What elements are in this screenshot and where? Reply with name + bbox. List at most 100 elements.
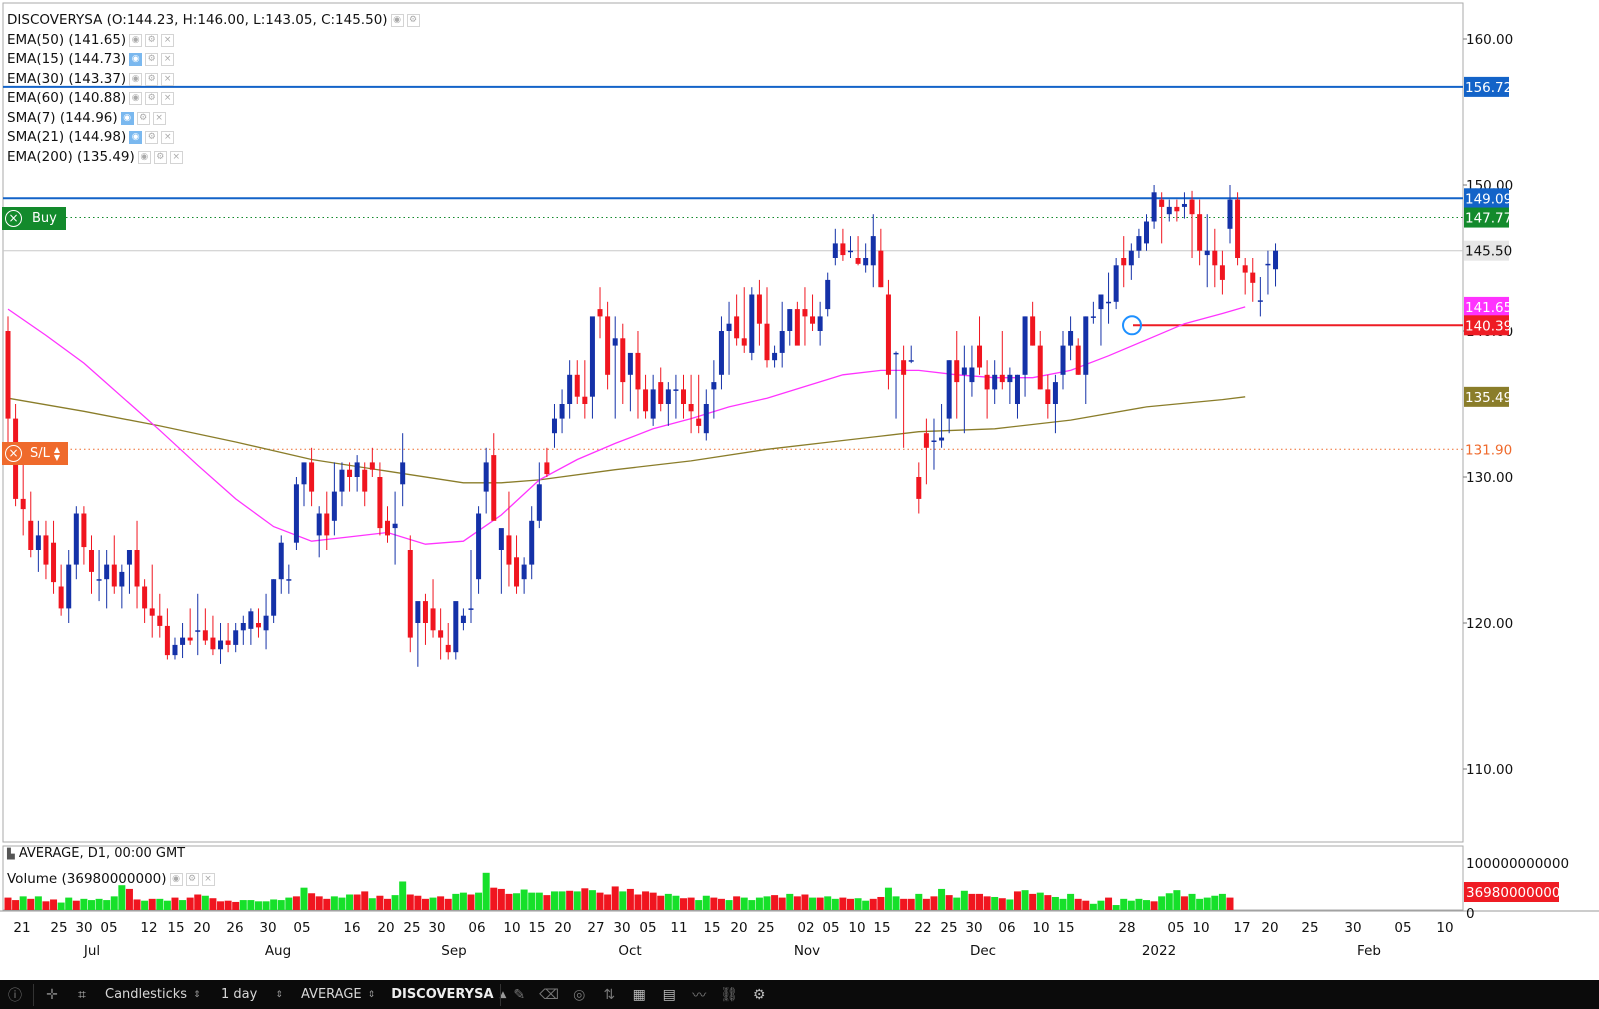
candle[interactable] [1212,250,1218,266]
candle[interactable] [1068,331,1074,346]
candle[interactable] [362,469,368,492]
candle[interactable] [901,360,907,375]
candle[interactable] [544,462,550,475]
candle[interactable] [514,557,520,587]
candle[interactable] [1166,206,1172,215]
candle[interactable] [1106,301,1112,304]
layout-icon[interactable]: ▦ [632,986,646,1003]
candle[interactable] [278,542,284,580]
candle[interactable] [992,374,998,390]
candle[interactable] [749,294,755,353]
candle[interactable] [1030,316,1036,346]
candle[interactable] [734,316,740,339]
candle[interactable] [885,294,891,375]
candle[interactable] [1265,263,1271,266]
candle[interactable] [946,360,952,419]
settings-icon[interactable]: ⚙ [136,111,150,125]
eye-off-icon[interactable]: ◎ [573,986,586,1003]
candle[interactable] [271,579,277,616]
eye-icon[interactable]: ◉ [129,72,143,86]
candle[interactable] [756,294,762,324]
candle[interactable] [58,586,64,609]
candle[interactable] [1060,345,1066,375]
candle[interactable] [954,360,960,383]
candle[interactable] [529,520,535,565]
candle[interactable] [794,309,800,346]
candle[interactable] [969,367,975,383]
candle[interactable] [1181,203,1187,207]
candle[interactable] [347,469,353,477]
candle[interactable] [574,374,580,397]
settings-icon[interactable]: ⚙ [145,92,159,106]
candle[interactable] [893,352,899,355]
candle[interactable] [66,564,72,609]
candle[interactable] [20,498,26,510]
candle[interactable] [483,462,489,492]
candle[interactable] [1174,206,1180,212]
candle[interactable] [1128,250,1134,266]
settings-icon[interactable]: ⚙ [145,53,159,67]
settings-icon[interactable]: ⚙ [145,33,159,47]
candle[interactable] [172,644,178,656]
candle[interactable] [863,258,869,266]
candle[interactable] [180,637,186,645]
candle[interactable] [1257,300,1263,302]
candle[interactable] [612,338,618,346]
candle[interactable] [764,323,770,361]
candle[interactable] [840,243,846,256]
candle[interactable] [476,513,482,580]
candle[interactable] [498,528,504,550]
candle[interactable] [1075,345,1081,375]
candle[interactable] [104,564,110,580]
candle[interactable] [445,644,451,653]
candle[interactable] [597,309,603,317]
eye-icon[interactable]: ◉ [137,150,151,164]
settings-icon[interactable]: ⚙ [145,72,159,86]
candle[interactable] [354,462,360,477]
candle[interactable] [5,331,11,419]
sort-icon[interactable]: ⇅ [603,986,616,1003]
candle[interactable] [88,550,94,572]
settings-icon[interactable]: ⚙ [153,150,167,164]
candle[interactable] [73,513,79,565]
candle[interactable] [1242,265,1248,273]
candle[interactable] [1227,199,1233,229]
candle[interactable] [377,477,383,529]
candle[interactable] [931,440,937,443]
candle[interactable] [119,571,125,587]
candle[interactable] [802,309,808,317]
eraser-icon[interactable]: ⌫ [539,986,560,1003]
close-icon[interactable]: × [161,131,175,145]
close-icon[interactable]: × [152,111,166,125]
candle[interactable] [1045,389,1051,404]
eye-icon[interactable]: ◉ [129,131,143,145]
candle[interactable] [385,520,390,536]
candle[interactable] [643,389,649,412]
candle[interactable] [202,630,208,641]
candle[interactable] [1022,316,1028,375]
chart-type-select[interactable]: Candlesticks ⇕ [105,987,201,1002]
eye-icon[interactable]: ◉ [169,872,183,886]
candle[interactable] [650,389,656,419]
candle[interactable] [832,243,838,258]
close-icon[interactable]: × [5,445,22,462]
candle[interactable] [331,491,337,521]
stop-loss-tag[interactable]: × S/L ▲ ▼ [2,442,68,465]
candle[interactable] [430,608,436,631]
candle[interactable] [316,513,322,536]
candle[interactable] [718,331,724,375]
broker-select[interactable]: AVERAGE ⇕ [301,987,376,1002]
entry-marker[interactable] [1122,315,1142,336]
candle[interactable] [263,615,269,631]
settings-icon[interactable]: ⚙ [406,14,420,28]
candle[interactable] [35,535,41,550]
candle[interactable] [506,535,512,565]
candle[interactable] [825,279,831,310]
candle[interactable] [1144,221,1149,244]
settings-icon[interactable]: ⚙ [185,872,199,886]
candle[interactable] [1090,316,1096,318]
link-icon[interactable]: ⛓ [720,986,739,1003]
candle[interactable] [810,316,816,324]
candle[interactable] [392,523,398,529]
settings-icon[interactable]: ⚙ [145,131,159,145]
